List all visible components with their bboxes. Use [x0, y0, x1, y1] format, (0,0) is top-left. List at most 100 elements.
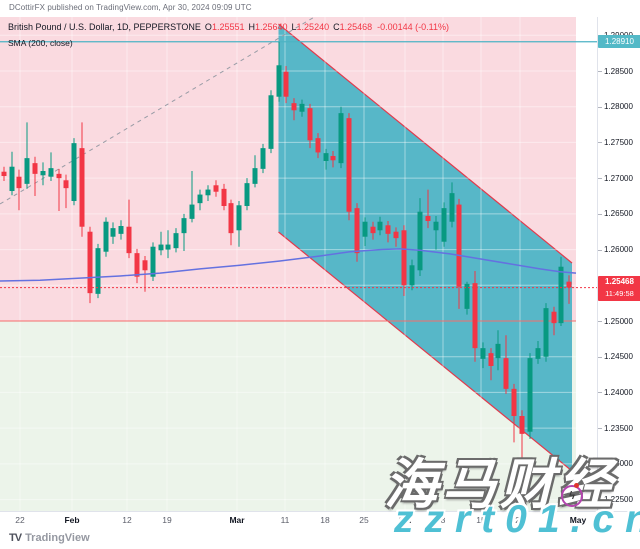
candle: [488, 348, 494, 381]
candle: [370, 221, 376, 240]
time-tick-label: 22: [515, 515, 525, 525]
ohlc-key: C: [333, 22, 340, 32]
ohlc-key: H: [248, 22, 255, 32]
candle: [346, 113, 352, 221]
price-tick-label: 1.26500: [604, 209, 633, 219]
sma-200-line[interactable]: [0, 248, 577, 282]
candle: [16, 169, 22, 211]
indicator-label[interactable]: SMA (200, close): [8, 38, 73, 48]
candle: [377, 216, 383, 236]
candle: [291, 98, 297, 121]
candle: [456, 198, 462, 309]
candle: [71, 138, 77, 206]
candle: [362, 217, 368, 246]
candle: [480, 342, 486, 369]
symbol-title[interactable]: British Pound / U.S. Dollar, 1D, PEPPERS…: [8, 22, 201, 32]
candle: [299, 99, 305, 117]
time-axis[interactable]: 22 Feb 12 19 Mar 11 18 25 Apr 8 15 22 May: [0, 511, 640, 529]
candle: [472, 271, 478, 362]
time-tick-label: 8: [440, 515, 446, 525]
candle: [48, 152, 54, 181]
candlestick-chart-canvas[interactable]: [0, 0, 597, 511]
candle: [63, 174, 69, 209]
time-tick-label: 22: [15, 515, 25, 525]
price-tick-label: 1.28500: [604, 66, 633, 76]
price-tick-label: 1.27500: [604, 137, 633, 147]
chart-plot-area[interactable]: [0, 0, 597, 511]
candle: [543, 303, 549, 362]
candle: [449, 182, 455, 228]
candle: [315, 133, 321, 159]
candle: [24, 122, 30, 189]
price-tick-label: 1.27000: [604, 173, 633, 183]
dashed-trendline[interactable]: [0, 15, 317, 205]
ohlc-value: 1.25640: [254, 22, 288, 32]
price-tick-mark: [598, 71, 602, 72]
candle: [417, 198, 423, 276]
candle: [503, 335, 509, 394]
candle: [173, 228, 179, 253]
price-tick-label: 1.26000: [604, 245, 633, 255]
candle: [221, 183, 227, 211]
tradingview-logo[interactable]: TV TradingView: [9, 532, 90, 544]
candle: [252, 155, 258, 188]
candle: [385, 221, 391, 243]
price-tick-mark: [598, 249, 602, 251]
candle: [338, 106, 344, 169]
price-tick-label: 1.23000: [604, 459, 633, 469]
ohlc-value: 1.25240: [296, 22, 330, 32]
last-price-badge: 1.25468 11:49:58: [598, 276, 640, 302]
candle: [110, 222, 116, 244]
candle: [236, 201, 242, 247]
price-tick-label: 1.25000: [604, 316, 633, 326]
candle: [330, 151, 336, 168]
candle: [213, 180, 219, 197]
bar-countdown: 11:49:58: [605, 289, 634, 299]
candle: [268, 90, 274, 154]
candle: [307, 103, 313, 149]
candle: [165, 230, 171, 259]
candle: [558, 256, 564, 326]
price-tick-mark: [598, 142, 602, 144]
price-axis[interactable]: 1.290001.285001.280001.275001.270001.265…: [597, 0, 640, 511]
price-tick-mark: [598, 356, 602, 358]
candle: [189, 171, 195, 223]
candle: [354, 203, 360, 262]
candle: [126, 199, 132, 259]
candle: [158, 231, 164, 256]
candle: [181, 213, 187, 251]
candle: [401, 225, 407, 296]
candle: [205, 185, 211, 201]
candle: [32, 156, 38, 196]
candle: [495, 330, 501, 371]
candle: [197, 189, 203, 211]
chart-legend[interactable]: British Pound / U.S. Dollar, 1D, PEPPERS…: [8, 21, 449, 50]
candle: [87, 226, 93, 304]
candle: [228, 199, 234, 246]
candle: [566, 275, 572, 304]
price-tick-mark: [598, 428, 602, 430]
price-tick-mark: [598, 499, 602, 501]
price-tick-label: 1.22500: [604, 495, 633, 505]
last-price-value: 1.25468: [605, 277, 634, 287]
chart-footer: TV TradingView: [0, 528, 640, 549]
time-tick-label: May: [569, 515, 587, 525]
time-tick-label: 19: [162, 515, 172, 525]
candle: [260, 143, 266, 174]
ohlc-key: L: [291, 22, 297, 32]
parallel-channel-fill[interactable]: [278, 24, 573, 471]
candle: [150, 242, 156, 281]
tradingview-logo-icon: TV: [9, 532, 22, 544]
ohlc-values: O1.25551 H1.25640 L1.25240 C1.25468: [201, 22, 372, 32]
price-tick-mark: [598, 178, 602, 180]
candle: [1, 166, 7, 181]
candle: [433, 216, 439, 250]
indicator-legend-row[interactable]: SMA (200, close): [8, 37, 449, 50]
watermark-site-url: zzrt01.cn: [394, 498, 640, 541]
candle: [519, 410, 525, 464]
channel-upper-border[interactable]: [278, 23, 573, 264]
price-tick-mark: [598, 463, 602, 465]
symbol-legend-row[interactable]: British Pound / U.S. Dollar, 1D, PEPPERS…: [8, 21, 449, 34]
candle: [323, 148, 329, 170]
